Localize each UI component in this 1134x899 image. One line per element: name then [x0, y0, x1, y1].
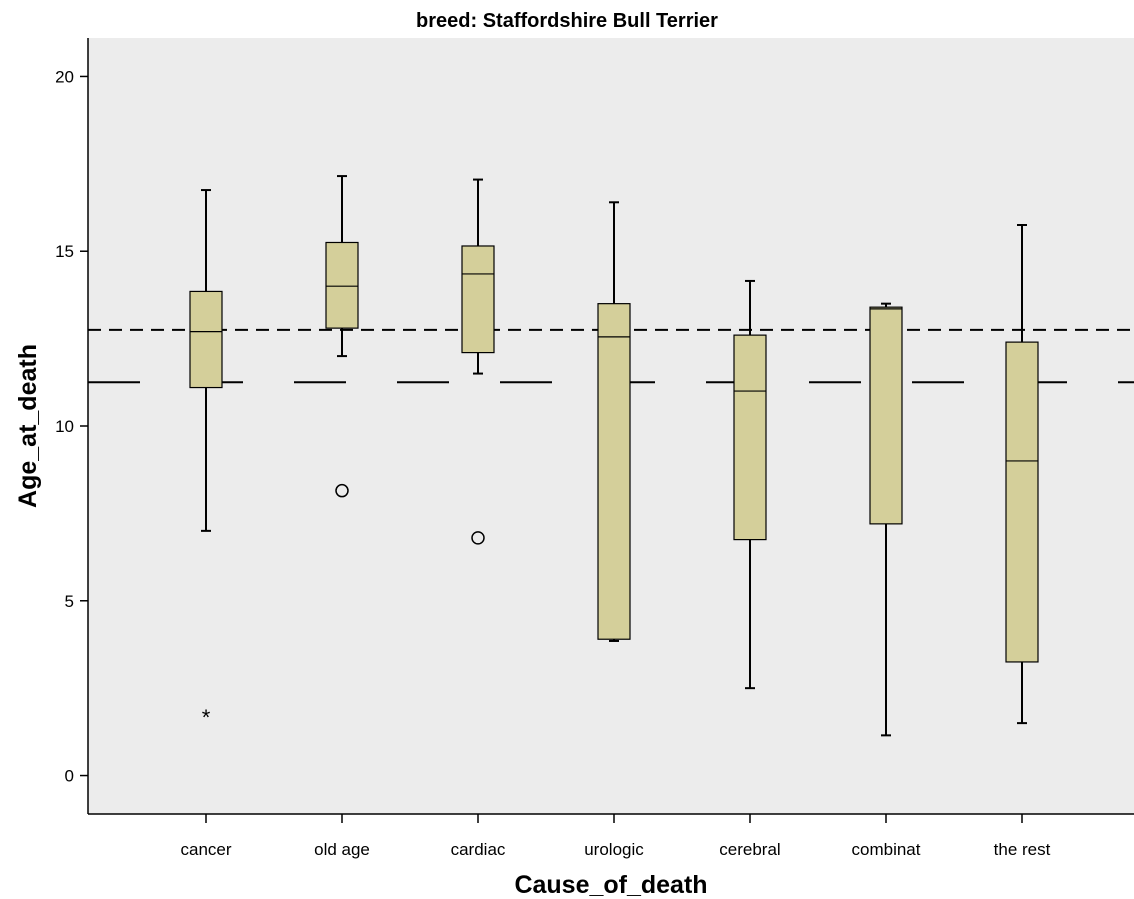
x-tick-label: combinat [852, 840, 921, 859]
y-tick-label: 15 [55, 242, 74, 261]
x-axis-title: Cause_of_death [514, 871, 707, 899]
box-cerebral [733, 279, 767, 690]
box-iqr [597, 303, 631, 640]
chart-title: breed: Staffordshire Bull Terrier [416, 10, 718, 32]
x-tick-label: cerebral [719, 840, 780, 859]
box-urologic [597, 201, 631, 642]
x-tick-label: urologic [584, 840, 644, 859]
outlier-point [471, 531, 485, 545]
x-tick-label: the rest [994, 840, 1051, 859]
y-tick-label: 0 [65, 767, 74, 786]
box-iqr [869, 306, 903, 525]
y-axis-title: Age_at_death [14, 344, 42, 508]
box-iqr [1005, 341, 1039, 663]
y-tick-label: 10 [55, 417, 74, 436]
y-tick-label: 5 [65, 592, 74, 611]
box-cancer: * [189, 189, 223, 730]
x-tick-label: old age [314, 840, 370, 859]
box-cardiac [461, 178, 495, 545]
box-old-age [325, 175, 359, 498]
box-combinat [869, 302, 903, 737]
x-tick-label: cancer [180, 840, 231, 859]
x-tick-label: cardiac [451, 840, 506, 859]
box-iqr [325, 241, 359, 329]
box-the-rest [1005, 224, 1039, 725]
box-iqr [461, 245, 495, 354]
boxes: * [189, 175, 1039, 737]
outlier-point [335, 483, 349, 498]
y-tick-label: 20 [55, 67, 74, 86]
extreme-point: * [202, 705, 211, 730]
box-iqr [733, 334, 767, 541]
y-ticks: 0 5 10 15 20 [55, 67, 88, 786]
x-ticks: cancer old age cardiac urologic cerebral comb… [180, 814, 1051, 859]
box-iqr [189, 290, 223, 389]
